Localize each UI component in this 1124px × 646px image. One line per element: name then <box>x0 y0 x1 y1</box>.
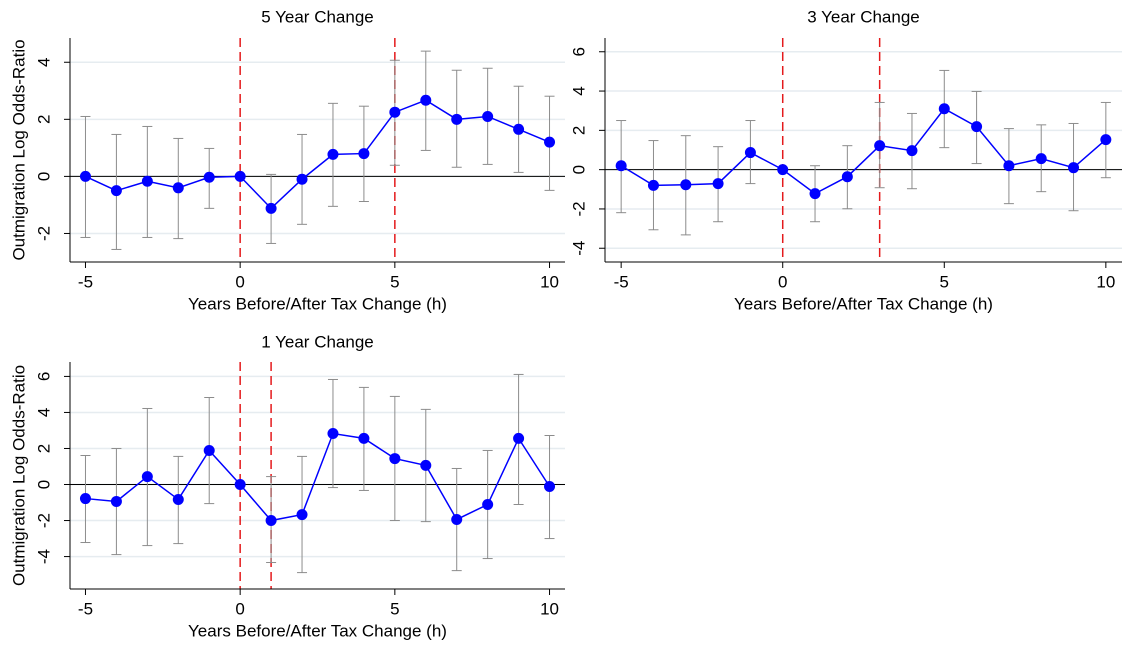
data-point <box>203 171 215 183</box>
data-point <box>79 170 91 182</box>
data-point <box>482 499 494 511</box>
data-point <box>906 145 918 157</box>
y-tick-label: 2 <box>34 444 53 453</box>
x-tick-label: 0 <box>235 599 244 618</box>
data-point <box>513 432 525 444</box>
data-point <box>172 493 184 505</box>
data-point <box>647 179 659 191</box>
data-point <box>777 164 789 176</box>
data-point <box>712 178 724 190</box>
data-point <box>1035 153 1047 165</box>
y-tick-label: 6 <box>569 47 588 56</box>
panel-title: 1 Year Change <box>261 332 374 351</box>
y-tick-label: 2 <box>569 126 588 135</box>
data-point <box>874 140 886 152</box>
x-tick-label: -5 <box>78 599 93 618</box>
y-axis-title: Outmigration Log Odds-Ratio <box>9 365 28 586</box>
data-point <box>451 113 463 125</box>
x-tick-label: 5 <box>390 272 399 291</box>
data-point <box>615 160 627 172</box>
x-tick-label: 0 <box>235 272 244 291</box>
data-point <box>513 123 525 135</box>
data-point <box>296 509 308 521</box>
data-point <box>110 185 122 197</box>
data-point <box>1100 134 1112 146</box>
y-axis-title: Outmigration Log Odds-Ratio <box>9 39 28 260</box>
x-tick-label: 0 <box>778 272 787 291</box>
data-point <box>451 513 463 525</box>
data-line <box>85 432 551 522</box>
data-point <box>938 103 950 115</box>
x-axis-title: Years Before/After Tax Change (h) <box>734 294 993 313</box>
y-tick-label: 4 <box>569 86 588 95</box>
x-tick-label: 5 <box>390 599 399 618</box>
data-point <box>234 170 246 182</box>
data-point <box>327 148 339 160</box>
y-tick-label: -2 <box>34 226 53 241</box>
panel-title: 5 Year Change <box>261 7 374 26</box>
data-point <box>79 493 91 505</box>
data-point <box>389 106 401 118</box>
data-point <box>203 444 215 456</box>
y-tick-label: -2 <box>569 201 588 216</box>
x-tick-label: 5 <box>940 272 949 291</box>
data-point <box>841 171 853 183</box>
x-tick-label: 10 <box>540 599 559 618</box>
data-point <box>744 147 756 159</box>
data-point <box>809 188 821 200</box>
data-point <box>296 173 308 185</box>
data-point <box>358 432 370 444</box>
y-tick-label: -2 <box>34 513 53 528</box>
y-tick-label: 6 <box>34 372 53 381</box>
y-tick-label: 0 <box>569 165 588 174</box>
data-point <box>680 179 692 191</box>
panel-title: 3 Year Change <box>807 7 920 26</box>
y-tick-label: -4 <box>34 549 53 564</box>
data-point <box>389 453 401 465</box>
data-point <box>1068 162 1080 174</box>
x-tick-label: -5 <box>614 272 629 291</box>
data-point <box>358 148 370 160</box>
data-point <box>234 479 246 491</box>
y-tick-label: 0 <box>34 172 53 181</box>
y-tick-label: 0 <box>34 480 53 489</box>
data-point <box>544 136 556 148</box>
data-point <box>141 175 153 187</box>
data-point <box>141 471 153 483</box>
x-tick-label: -5 <box>78 272 93 291</box>
x-axis-title: Years Before/After Tax Change (h) <box>188 294 447 313</box>
y-tick-label: 4 <box>34 408 53 417</box>
data-point <box>110 495 122 507</box>
data-line <box>620 107 1107 195</box>
x-tick-label: 10 <box>540 272 559 291</box>
y-tick-label: 4 <box>34 58 53 67</box>
x-tick-label: 10 <box>1096 272 1115 291</box>
data-point <box>420 94 432 106</box>
data-point <box>1003 160 1015 172</box>
data-point <box>172 182 184 194</box>
y-tick-label: -4 <box>569 241 588 256</box>
data-point <box>544 480 556 492</box>
data-point <box>971 121 983 133</box>
data-point <box>265 202 277 214</box>
data-point <box>482 110 494 122</box>
data-point <box>420 459 432 471</box>
x-axis-title: Years Before/After Tax Change (h) <box>188 621 447 640</box>
data-point <box>265 515 277 527</box>
y-tick-label: 2 <box>34 115 53 124</box>
data-point <box>327 428 339 440</box>
data-line <box>85 99 550 210</box>
